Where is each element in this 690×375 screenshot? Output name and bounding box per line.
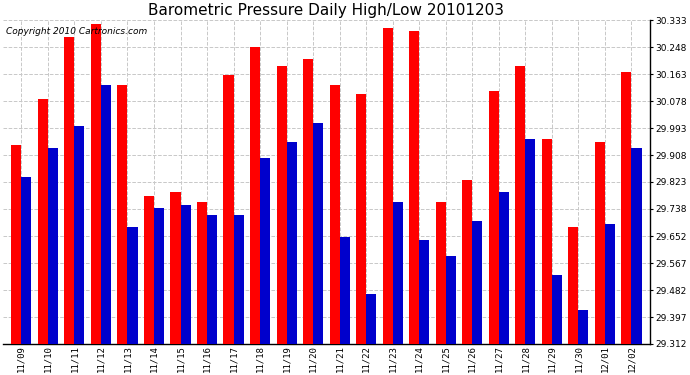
Bar: [446, 256, 456, 344]
Text: Copyright 2010 Cartronics.com: Copyright 2010 Cartronics.com: [6, 27, 147, 36]
Bar: [277, 66, 286, 344]
Bar: [552, 275, 562, 344]
Bar: [128, 227, 137, 344]
Bar: [181, 205, 190, 344]
Bar: [224, 75, 233, 344]
Bar: [303, 59, 313, 344]
Bar: [393, 202, 403, 344]
Bar: [473, 221, 482, 344]
Bar: [117, 85, 128, 344]
Bar: [569, 227, 578, 344]
Bar: [499, 192, 509, 344]
Bar: [489, 91, 499, 344]
Bar: [260, 158, 270, 344]
Bar: [525, 139, 535, 344]
Bar: [356, 94, 366, 344]
Bar: [578, 310, 589, 344]
Bar: [154, 208, 164, 344]
Bar: [420, 240, 429, 344]
Bar: [11, 145, 21, 344]
Bar: [101, 85, 111, 344]
Bar: [250, 46, 260, 344]
Bar: [339, 237, 350, 344]
Bar: [75, 126, 84, 344]
Bar: [631, 148, 642, 344]
Bar: [435, 202, 446, 344]
Bar: [197, 202, 207, 344]
Bar: [286, 142, 297, 344]
Bar: [233, 214, 244, 344]
Bar: [595, 142, 605, 344]
Bar: [383, 28, 393, 344]
Bar: [605, 224, 615, 344]
Bar: [91, 24, 101, 344]
Bar: [366, 294, 376, 344]
Bar: [38, 99, 48, 344]
Bar: [144, 196, 154, 344]
Bar: [622, 72, 631, 344]
Bar: [170, 192, 181, 344]
Bar: [64, 37, 75, 344]
Bar: [542, 139, 552, 344]
Bar: [21, 177, 32, 344]
Bar: [48, 148, 58, 344]
Title: Barometric Pressure Daily High/Low 20101203: Barometric Pressure Daily High/Low 20101…: [148, 3, 504, 18]
Bar: [330, 85, 339, 344]
Bar: [207, 214, 217, 344]
Bar: [409, 31, 420, 344]
Bar: [515, 66, 525, 344]
Bar: [462, 180, 473, 344]
Bar: [313, 123, 323, 344]
